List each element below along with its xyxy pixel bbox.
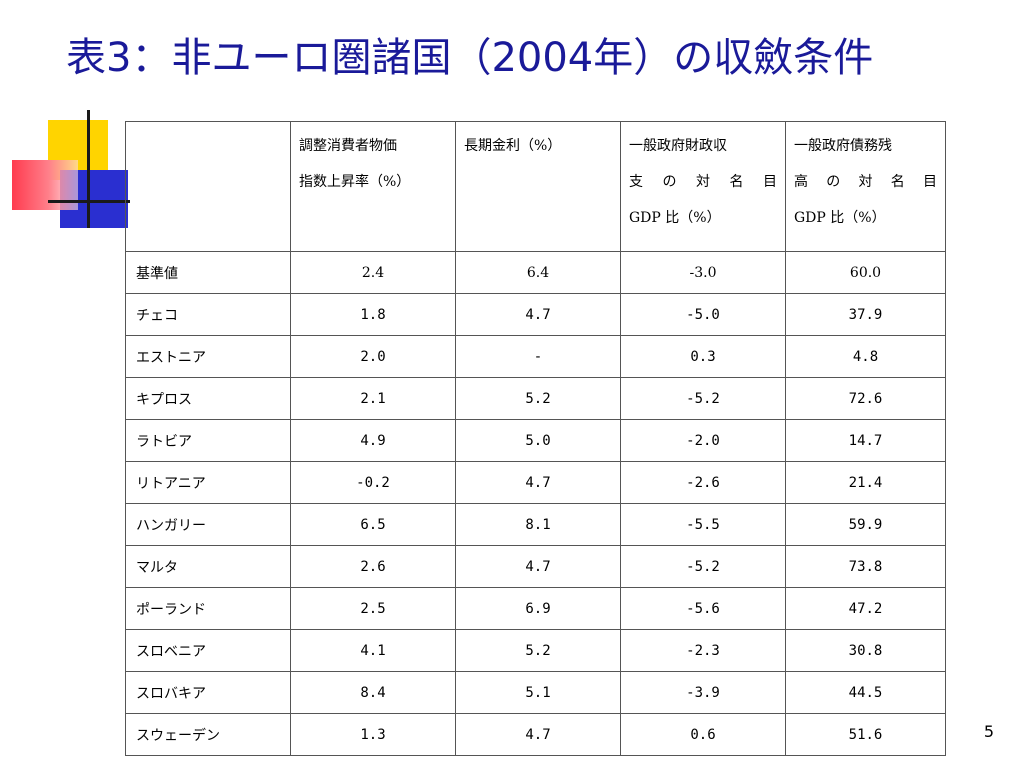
cell-cpi: 2.0 [290, 335, 456, 378]
cell-long-term-rate: 6.9 [455, 587, 621, 630]
header-line: 一般政府財政収 [629, 138, 727, 154]
cell-long-term-rate: - [455, 335, 621, 378]
table-row: スウェーデン 1.3 4.7 0.6 51.6 [125, 713, 946, 756]
table-header: 調整消費者物価 指数上昇率（%） 長期金利（%） 一般政府財政収 支 の 対 名… [125, 121, 946, 252]
cell-fiscal-balance: -2.0 [620, 419, 786, 462]
cell-fiscal-balance: -5.5 [620, 503, 786, 546]
header-line: 高 の 対 名 目 [794, 174, 937, 190]
row-label: チェコ [125, 293, 291, 336]
header-line: 長期金利（%） [464, 138, 562, 154]
cell-fiscal-balance: -3.0 [620, 251, 786, 294]
row-label: スウェーデン [125, 713, 291, 756]
deco-horizontal-line [48, 200, 130, 203]
cell-fiscal-balance: 0.3 [620, 335, 786, 378]
cell-long-term-rate: 5.0 [455, 419, 621, 462]
table-row: スロバキア 8.4 5.1 -3.9 44.5 [125, 671, 946, 714]
row-label: ハンガリー [125, 503, 291, 546]
slide-title: 表3：非ユーロ圏諸国（2004年）の収斂条件 [66, 35, 874, 81]
cell-cpi: 8.4 [290, 671, 456, 714]
cell-fiscal-balance: -5.2 [620, 377, 786, 420]
cell-government-debt: 59.9 [785, 503, 946, 546]
table-row: エストニア 2.0 - 0.3 4.8 [125, 335, 946, 378]
cell-fiscal-balance: -2.3 [620, 629, 786, 672]
row-label: リトアニア [125, 461, 291, 504]
table-header-row: 調整消費者物価 指数上昇率（%） 長期金利（%） 一般政府財政収 支 の 対 名… [125, 121, 946, 252]
cell-cpi: 4.1 [290, 629, 456, 672]
cell-government-debt: 60.0 [785, 251, 946, 294]
cell-fiscal-balance: -2.6 [620, 461, 786, 504]
header-line: 一般政府債務残 [794, 138, 892, 154]
cell-fiscal-balance: -3.9 [620, 671, 786, 714]
cell-long-term-rate: 4.7 [455, 713, 621, 756]
cell-cpi: 6.5 [290, 503, 456, 546]
header-line: 調整消費者物価 [299, 138, 397, 154]
table-row: キプロス 2.1 5.2 -5.2 72.6 [125, 377, 946, 420]
cell-cpi: 2.1 [290, 377, 456, 420]
row-label: エストニア [125, 335, 291, 378]
table-body: 基準値 2.4 6.4 -3.0 60.0 チェコ 1.8 4.7 -5.0 3… [125, 251, 946, 756]
cell-government-debt: 30.8 [785, 629, 946, 672]
cell-long-term-rate: 4.7 [455, 461, 621, 504]
cell-fiscal-balance: -5.0 [620, 293, 786, 336]
cell-government-debt: 21.4 [785, 461, 946, 504]
table-row: ラトビア 4.9 5.0 -2.0 14.7 [125, 419, 946, 462]
cell-long-term-rate: 5.2 [455, 377, 621, 420]
table-row: スロベニア 4.1 5.2 -2.3 30.8 [125, 629, 946, 672]
header-line: 支 の 対 名 目 [629, 174, 777, 190]
table-row-reference: 基準値 2.4 6.4 -3.0 60.0 [125, 251, 946, 294]
cell-fiscal-balance: 0.6 [620, 713, 786, 756]
convergence-criteria-table: 調整消費者物価 指数上昇率（%） 長期金利（%） 一般政府財政収 支 の 対 名… [125, 121, 946, 756]
page-number: 5 [983, 722, 994, 741]
cell-fiscal-balance: -5.6 [620, 587, 786, 630]
cell-cpi: -0.2 [290, 461, 456, 504]
cell-government-debt: 4.8 [785, 335, 946, 378]
table-row: ハンガリー 6.5 8.1 -5.5 59.9 [125, 503, 946, 546]
row-label: キプロス [125, 377, 291, 420]
row-label: 基準値 [125, 251, 291, 294]
cell-long-term-rate: 5.2 [455, 629, 621, 672]
cell-government-debt: 47.2 [785, 587, 946, 630]
header-cell-empty [125, 121, 291, 252]
cell-long-term-rate: 5.1 [455, 671, 621, 714]
header-line: GDP 比（%） [794, 210, 886, 226]
row-label: マルタ [125, 545, 291, 588]
cell-cpi: 2.5 [290, 587, 456, 630]
cell-government-debt: 44.5 [785, 671, 946, 714]
decorative-corner-graphic [0, 0, 140, 240]
table-row: リトアニア -0.2 4.7 -2.6 21.4 [125, 461, 946, 504]
cell-fiscal-balance: -5.2 [620, 545, 786, 588]
cell-government-debt: 72.6 [785, 377, 946, 420]
table-row: チェコ 1.8 4.7 -5.0 37.9 [125, 293, 946, 336]
cell-cpi: 2.4 [290, 251, 456, 294]
table-row: ポーランド 2.5 6.9 -5.6 47.2 [125, 587, 946, 630]
cell-cpi: 2.6 [290, 545, 456, 588]
cell-long-term-rate: 8.1 [455, 503, 621, 546]
header-cell-government-debt: 一般政府債務残 高 の 対 名 目 GDP 比（%） [785, 121, 946, 252]
header-cell-cpi: 調整消費者物価 指数上昇率（%） [290, 121, 456, 252]
row-label: ポーランド [125, 587, 291, 630]
cell-long-term-rate: 4.7 [455, 293, 621, 336]
cell-long-term-rate: 4.7 [455, 545, 621, 588]
cell-government-debt: 73.8 [785, 545, 946, 588]
cell-long-term-rate: 6.4 [455, 251, 621, 294]
cell-government-debt: 51.6 [785, 713, 946, 756]
table-row: マルタ 2.6 4.7 -5.2 73.8 [125, 545, 946, 588]
header-line: GDP 比（%） [629, 210, 721, 226]
header-line: 指数上昇率（%） [299, 174, 411, 190]
cell-cpi: 1.3 [290, 713, 456, 756]
cell-cpi: 4.9 [290, 419, 456, 462]
header-cell-fiscal-balance: 一般政府財政収 支 の 対 名 目 GDP 比（%） [620, 121, 786, 252]
cell-government-debt: 37.9 [785, 293, 946, 336]
row-label: スロバキア [125, 671, 291, 714]
cell-government-debt: 14.7 [785, 419, 946, 462]
header-cell-long-term-rate: 長期金利（%） [455, 121, 621, 252]
cell-cpi: 1.8 [290, 293, 456, 336]
row-label: スロベニア [125, 629, 291, 672]
row-label: ラトビア [125, 419, 291, 462]
deco-vertical-line [87, 110, 90, 228]
